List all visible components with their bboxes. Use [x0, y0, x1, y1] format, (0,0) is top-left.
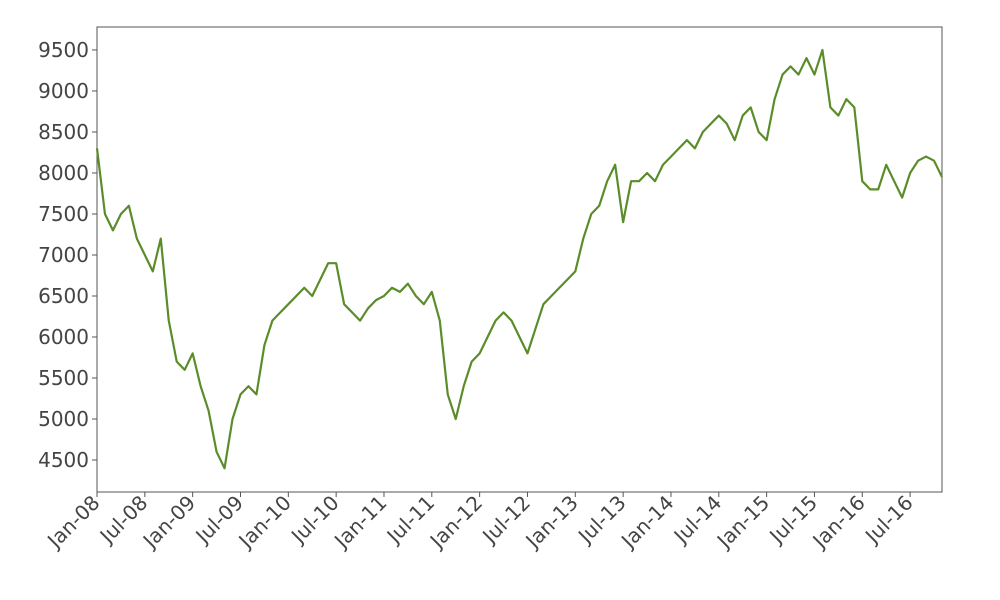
y-tick-label: 7500 — [38, 202, 89, 226]
y-tick-label: 6000 — [38, 325, 89, 349]
y-tick-label: 9500 — [38, 38, 89, 62]
x-tick-label: Jan-10 — [233, 491, 296, 554]
y-tick-label: 6500 — [38, 284, 89, 308]
y-tick-label: 8500 — [38, 120, 89, 144]
x-tick-label: Jan-16 — [807, 491, 870, 554]
x-tick-label: Jan-15 — [711, 491, 774, 554]
y-tick-label: 8000 — [38, 161, 89, 185]
x-tick-label: Jul-16 — [859, 491, 918, 550]
y-tick-label: 9000 — [38, 79, 89, 103]
x-tick-label: Jan-13 — [520, 491, 583, 554]
y-tick-label: 5000 — [38, 407, 89, 431]
plot-frame — [96, 26, 943, 493]
x-tick-label: Jan-14 — [615, 491, 678, 554]
x-tick-label: Jan-09 — [137, 491, 200, 554]
y-tick-label: 7000 — [38, 243, 89, 267]
series-line — [95, 48, 943, 470]
x-tick-label: Jan-11 — [328, 491, 391, 554]
x-tick-label: Jan-12 — [424, 491, 487, 554]
x-tick-label: Jan-08 — [41, 491, 104, 554]
y-tick-label: 4500 — [38, 448, 89, 472]
y-tick-label: 5500 — [38, 366, 89, 390]
